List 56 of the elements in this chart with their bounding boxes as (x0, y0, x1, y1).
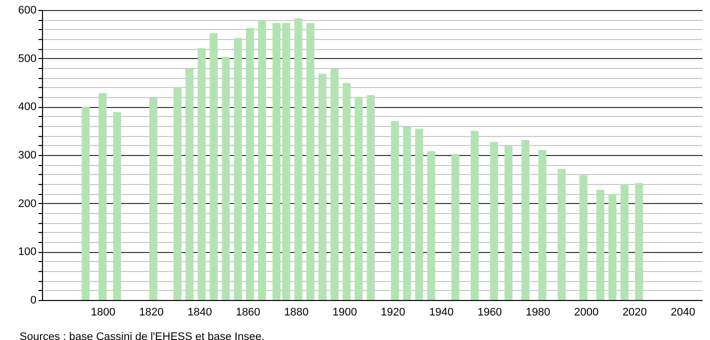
x-tick-label: 1960 (477, 306, 502, 318)
bar (149, 98, 158, 300)
bar (258, 20, 266, 300)
x-tick-label: 2020 (622, 306, 647, 318)
bar (186, 68, 194, 300)
x-tick-label: 1920 (380, 306, 406, 318)
bar (403, 126, 412, 300)
bar (306, 23, 314, 300)
bar (558, 169, 566, 300)
bar (354, 97, 363, 300)
bar (390, 121, 399, 300)
bar (415, 128, 424, 300)
bar (198, 48, 206, 300)
x-tick-label: 1880 (284, 306, 309, 318)
bar (635, 183, 644, 300)
bar (294, 18, 302, 300)
x-tick-label: 1860 (236, 306, 260, 318)
bar (538, 150, 546, 300)
y-tick-label: 400 (18, 101, 36, 114)
x-tick-label: 1840 (187, 306, 212, 318)
bar (318, 74, 326, 300)
bar (113, 112, 122, 300)
x-tick-label: 1800 (90, 306, 116, 318)
bar (596, 190, 604, 300)
bar (579, 175, 588, 300)
y-tick-label: 0 (30, 294, 36, 306)
bar (330, 68, 339, 300)
bar (490, 142, 498, 300)
bar (173, 86, 182, 300)
bar (342, 82, 351, 300)
x-tick-label: 1940 (429, 306, 454, 318)
x-tick-label: 2000 (574, 306, 599, 318)
x-tick-label: 1820 (139, 306, 164, 318)
bar (620, 184, 629, 300)
bar (451, 154, 460, 300)
y-tick-label: 500 (18, 52, 36, 65)
x-tick-label: 1980 (526, 306, 550, 318)
bar (234, 38, 242, 300)
x-tick-label: 1900 (332, 306, 357, 318)
bar (608, 194, 616, 300)
bar (504, 146, 513, 300)
bar (82, 106, 90, 300)
bar (210, 33, 218, 300)
x-tick-label: 2040 (670, 306, 696, 318)
bar (366, 95, 375, 300)
bar (98, 93, 107, 300)
bar (246, 28, 254, 300)
y-tick-label: 300 (18, 150, 36, 162)
y-tick-label: 100 (18, 246, 36, 258)
y-tick-label: 200 (18, 198, 36, 210)
bar (222, 56, 230, 300)
y-tick-label: 600 (18, 4, 36, 16)
bar (427, 151, 436, 300)
bar (470, 130, 479, 300)
bar (521, 140, 530, 300)
source-note: Sources : base Cassini de l'EHESS et base Insee. (20, 331, 264, 340)
